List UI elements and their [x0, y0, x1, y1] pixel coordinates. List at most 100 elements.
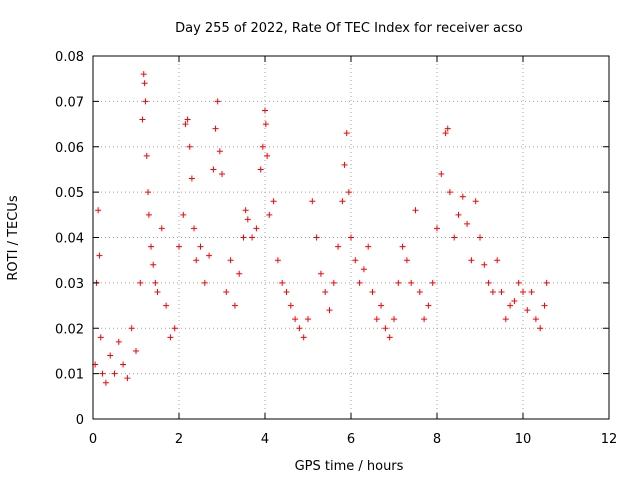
data-point: [373, 316, 380, 323]
grid-lines: [93, 56, 609, 419]
data-point: [468, 257, 475, 264]
data-point: [515, 279, 522, 286]
data-point: [124, 375, 131, 382]
data-point: [451, 234, 458, 241]
data-point: [352, 257, 359, 264]
data-point: [365, 243, 372, 250]
data-point: [343, 130, 350, 137]
data-point: [403, 257, 410, 264]
data-point: [167, 334, 174, 341]
data-point: [219, 170, 225, 177]
data-point: [240, 234, 247, 241]
data-point: [262, 107, 268, 114]
data-point: [137, 279, 144, 286]
data-point: [429, 279, 436, 286]
x-tick-label: 4: [261, 432, 269, 447]
data-point: [96, 252, 103, 259]
data-point: [434, 225, 440, 232]
data-point: [345, 189, 352, 196]
data-point: [537, 325, 544, 332]
data-point: [442, 130, 449, 137]
data-point: [264, 152, 271, 159]
y-tick-label: 0.06: [55, 141, 84, 156]
data-point: [507, 302, 514, 309]
data-point: [242, 207, 249, 214]
y-tick-label: 0.07: [55, 95, 84, 110]
data-point: [326, 307, 333, 314]
data-point: [142, 98, 149, 105]
data-point: [145, 211, 152, 218]
data-point: [128, 325, 135, 332]
data-point: [322, 288, 329, 295]
data-point: [464, 220, 471, 227]
data-point: [227, 257, 234, 264]
y-tick-label: 0.08: [55, 50, 84, 65]
data-point: [524, 307, 531, 314]
data-point: [455, 211, 462, 218]
data-point: [360, 266, 367, 273]
data-point: [186, 143, 193, 150]
data-point: [150, 261, 157, 268]
data-point: [184, 116, 191, 123]
x-tick-label: 8: [433, 432, 441, 447]
y-tick-label: 0.03: [55, 277, 84, 292]
data-point: [356, 279, 363, 286]
data-point: [154, 288, 161, 295]
data-point: [502, 316, 509, 323]
axis-ticks: [92, 55, 610, 420]
y-tick-labels: 0 0.01 0.02 0.03 0.04 0.05 0.06 0.07 0.08: [55, 50, 84, 428]
data-point: [145, 189, 152, 196]
data-point: [444, 125, 451, 132]
data-point: [115, 338, 122, 345]
data-point: [378, 302, 385, 309]
data-point: [425, 302, 432, 309]
data-point: [296, 325, 303, 332]
data-points: [92, 71, 550, 386]
x-tick-labels: 0 2 4 6 8 10 12: [89, 432, 617, 447]
data-point: [120, 361, 127, 368]
data-point: [249, 234, 256, 241]
data-point: [176, 243, 182, 250]
data-point: [395, 279, 402, 286]
data-point: [498, 288, 505, 295]
x-tick-label: 10: [515, 432, 532, 447]
data-point: [141, 80, 148, 87]
data-point: [339, 198, 346, 205]
data-point: [206, 252, 213, 259]
data-point: [274, 257, 281, 264]
data-point: [292, 316, 299, 323]
data-point: [97, 334, 104, 341]
data-point: [408, 279, 415, 286]
data-point: [412, 207, 419, 214]
data-point: [163, 302, 170, 309]
data-point: [528, 288, 535, 295]
data-point: [341, 161, 348, 168]
data-point: [201, 279, 208, 286]
data-point: [95, 207, 102, 214]
data-point: [477, 234, 483, 241]
data-point: [279, 279, 286, 286]
data-point: [139, 116, 146, 123]
data-point: [152, 279, 159, 286]
data-point: [140, 71, 147, 78]
data-point: [193, 257, 200, 264]
x-tick-label: 6: [347, 432, 355, 447]
data-point: [257, 166, 264, 173]
data-point: [180, 211, 187, 218]
data-point: [253, 225, 260, 232]
data-point: [438, 170, 445, 177]
data-point: [182, 121, 189, 128]
data-point: [335, 243, 342, 250]
data-point: [188, 175, 195, 182]
x-axis-label: GPS time / hours: [295, 459, 404, 474]
data-point: [300, 334, 307, 341]
data-point: [348, 234, 354, 241]
data-point: [317, 270, 324, 277]
data-point: [231, 302, 238, 309]
data-point: [259, 143, 266, 150]
data-point: [223, 288, 230, 295]
y-axis-label: ROTI / TECUs: [6, 195, 21, 280]
y-tick-label: 0.02: [55, 322, 84, 337]
data-point: [520, 288, 526, 295]
